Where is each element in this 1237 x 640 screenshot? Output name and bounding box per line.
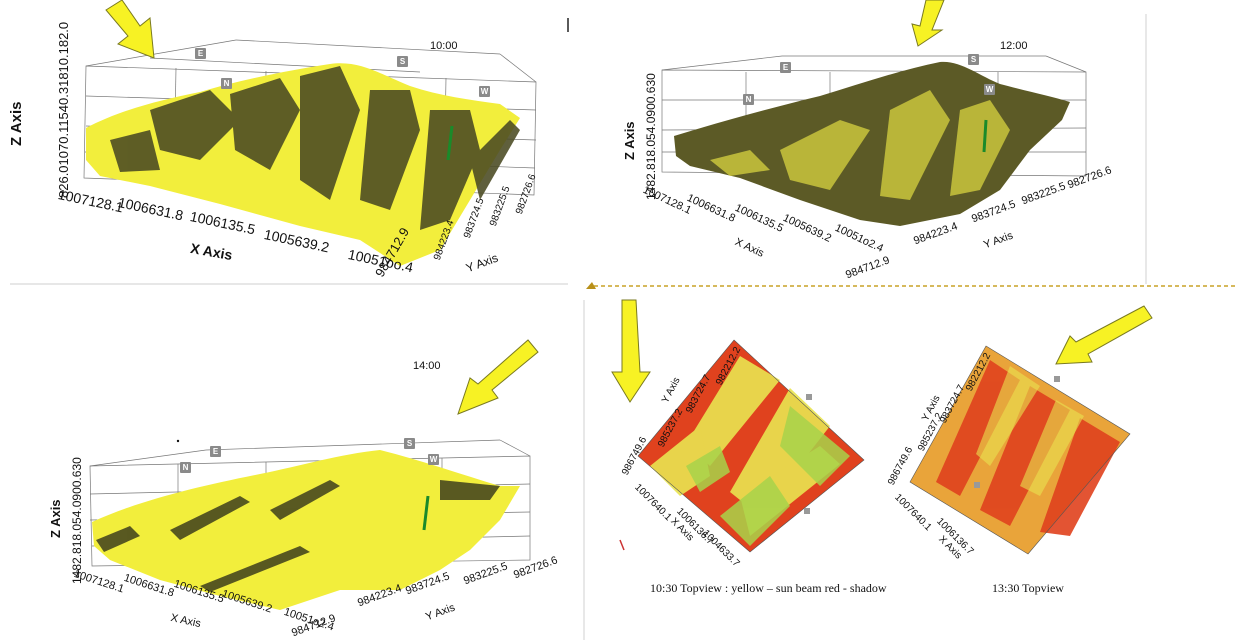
anchor-marker	[586, 282, 596, 289]
compass-e-icon: E	[210, 446, 221, 457]
terrain-3d-plot	[89, 339, 539, 610]
panel-12-00: 12:00 E S N W Z Axis 1482.818.054.0900.6…	[600, 0, 1146, 284]
time-label: 12:00	[1000, 40, 1028, 52]
topview-13-30: 982212.2 983724.7 985237.2 986749.6 Y Ax…	[880, 296, 1170, 566]
sun-direction-arrow	[457, 339, 539, 415]
compass-n-icon: N	[180, 462, 191, 473]
z-axis-title: Z Axis	[622, 121, 637, 160]
panel-14-00: 14:00 E S N W Z Axis 1482.818.054.0900.6…	[0, 290, 584, 640]
compass-e-icon: E	[195, 48, 206, 59]
compass-w-icon: W	[428, 454, 439, 465]
compass-s-icon: S	[968, 54, 979, 65]
z-axis-ticks: 1482.818.054.0900.630	[644, 73, 658, 200]
compass-s-icon: S	[397, 56, 408, 67]
topview-map	[611, 299, 865, 553]
panel-10-00: 10:00 E S N W Z Axis 826.01070.11540.318…	[0, 0, 570, 284]
compass-n-icon: N	[743, 94, 754, 105]
topview-caption-left: 10:30 Topview : yellow – sun beam red - …	[650, 581, 887, 595]
compass-w-icon: W	[984, 84, 995, 95]
time-label: 14:00	[413, 360, 441, 372]
sun-direction-arrow	[911, 0, 945, 47]
compass-e-icon: E	[780, 62, 791, 73]
sun-direction-arrow	[611, 299, 651, 403]
terrain-3d-plot	[83, 0, 537, 266]
sun-direction-arrow	[105, 0, 155, 59]
topview-caption-right: 13:30 Topview	[992, 581, 1064, 595]
z-axis-title: Z Axis	[8, 101, 25, 146]
z-axis-title: Z Axis	[48, 499, 63, 538]
compass-n-icon: N	[221, 78, 232, 89]
z-axis-ticks: 826.01070.11540.31810.182.0	[56, 21, 71, 198]
z-axis-ticks: 1482.818.054.0900.630	[70, 457, 84, 584]
topview-map	[909, 305, 1153, 555]
sun-direction-arrow	[1055, 305, 1153, 365]
time-label: 10:00	[430, 40, 458, 52]
terrain-3d-plot	[661, 0, 1087, 226]
compass-w-icon: W	[479, 86, 490, 97]
topview-10-30: 982212.2 983724.7 985237.2 986749.6 Y Ax…	[590, 296, 880, 569]
compass-s-icon: S	[404, 438, 415, 449]
